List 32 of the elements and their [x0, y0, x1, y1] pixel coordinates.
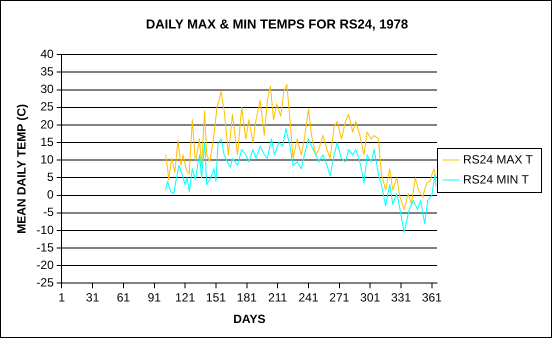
x-tick-label: 31: [86, 290, 100, 305]
y-tick-label: 5: [47, 170, 54, 184]
x-tick-label: 361: [422, 290, 442, 305]
x-tick-label: 91: [148, 290, 162, 305]
x-tick-label: 61: [116, 290, 130, 305]
y-tick-label: 15: [40, 134, 54, 149]
x-tick-label: 211: [268, 290, 288, 305]
legend-label: RS24 MIN T: [462, 172, 530, 186]
y-tick-label: 40: [40, 46, 54, 61]
y-tick-label: -10: [36, 222, 54, 237]
y-tick-label: 30: [40, 82, 54, 96]
x-tick-label: 331: [390, 290, 412, 305]
y-tick-label: 25: [40, 100, 54, 114]
x-tick-label: 301: [360, 290, 380, 305]
y-tick-label: 10: [40, 152, 54, 166]
x-tick-label: 241: [298, 290, 319, 305]
chart-title: DAILY MAX & MIN TEMPS FOR RS24, 1978: [146, 16, 408, 32]
x-tick-label: 151: [206, 290, 226, 305]
y-tick-label: -5: [43, 205, 54, 220]
x-axis-title: DAYS: [233, 312, 266, 326]
x-tick-label: 271: [329, 290, 350, 305]
y-tick-label: 0: [47, 188, 54, 202]
y-axis-title: MEAN DAILY TEMP (C): [14, 104, 29, 234]
x-tick-label: 181: [236, 290, 258, 305]
x-tick-label: 121: [175, 290, 196, 305]
legend-label: RS24 MAX T: [462, 152, 534, 166]
y-tick-label: -25: [36, 276, 54, 290]
y-tick-label: -15: [36, 240, 54, 254]
y-tick-label: 35: [40, 64, 54, 78]
y-tick-label: 20: [40, 117, 54, 132]
x-tick-label: 1: [58, 290, 66, 305]
y-tick-label: -20: [36, 258, 54, 272]
